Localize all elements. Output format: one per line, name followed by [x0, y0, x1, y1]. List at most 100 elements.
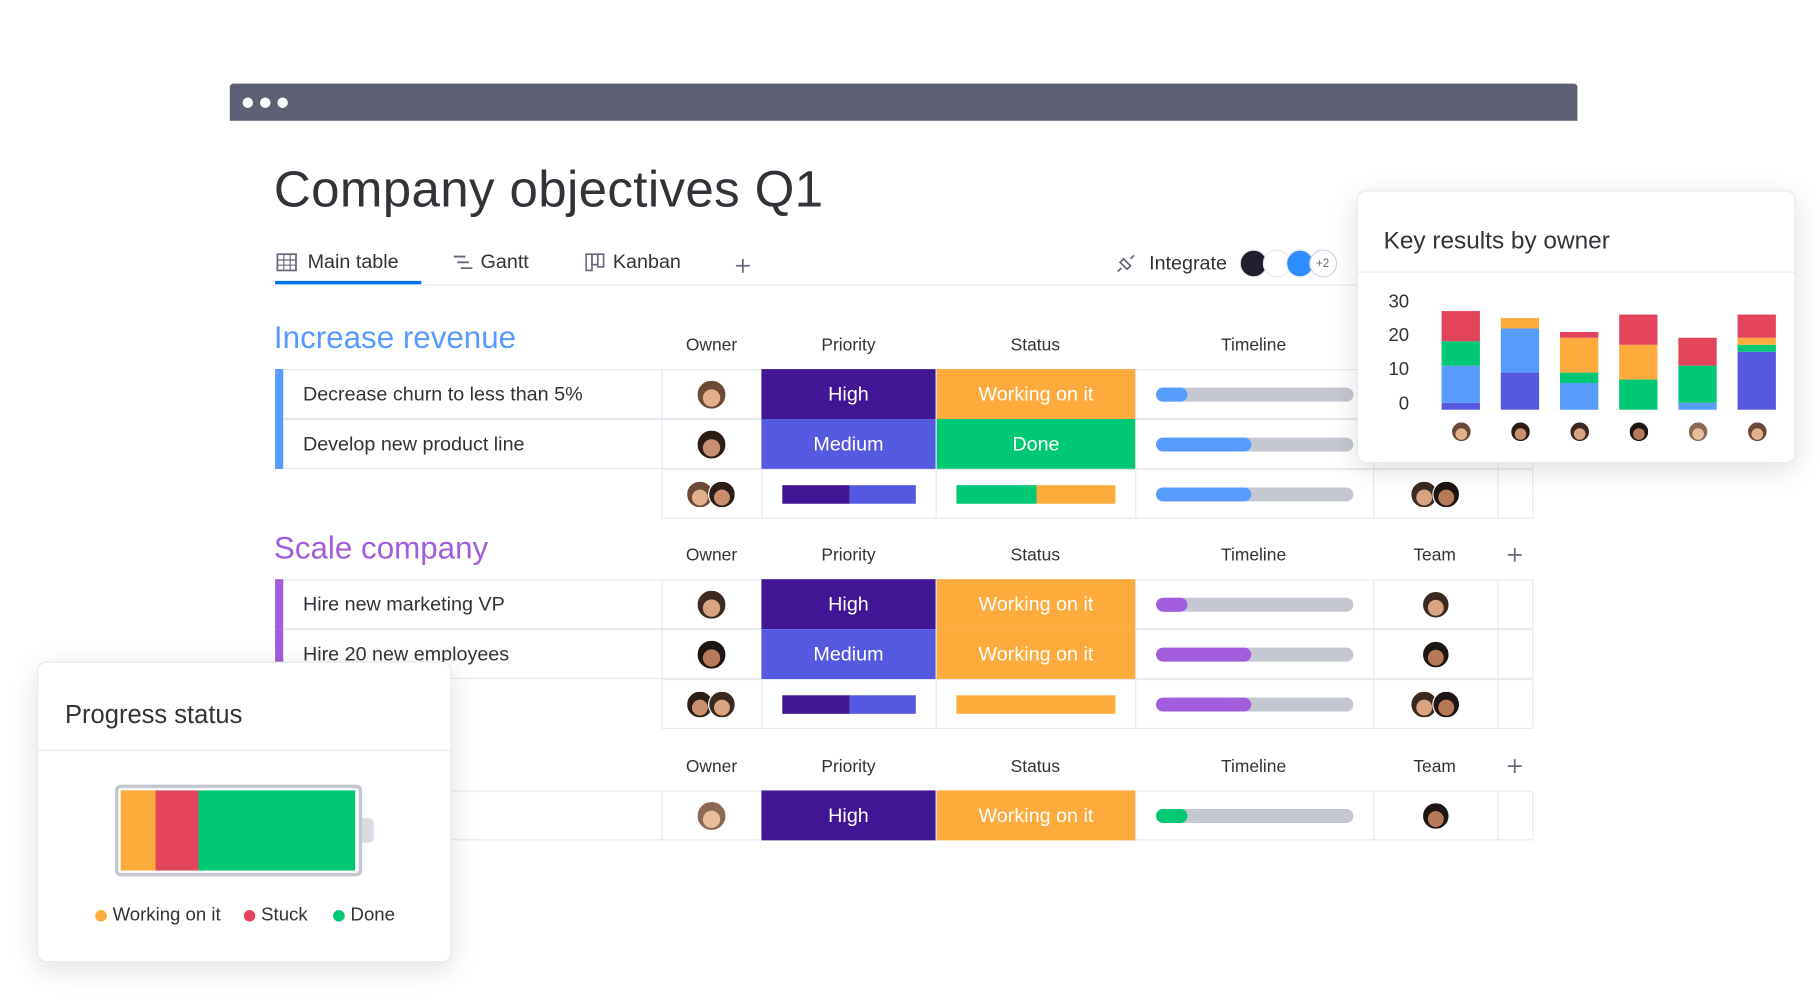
legend-dot [95, 909, 107, 922]
timeline-track [1156, 387, 1354, 402]
cell-divider [935, 629, 937, 680]
tab-underline [275, 280, 422, 285]
cell-divider [935, 679, 937, 729]
bar-segment [1559, 382, 1599, 410]
browser-bar [229, 83, 1578, 121]
priority-label: Medium [813, 432, 884, 455]
add-button[interactable] [735, 258, 751, 274]
cell-divider [1135, 468, 1137, 519]
timeline-bar [1156, 437, 1251, 451]
bar-segment [1678, 402, 1717, 410]
widget-divider [38, 749, 451, 751]
avatar [1450, 421, 1472, 443]
column-header: Status [1010, 544, 1061, 565]
bar-segment [1619, 314, 1658, 346]
timeline-bar [1156, 486, 1251, 501]
status-label: Working on it [978, 803, 1094, 826]
bar-segment [1678, 338, 1717, 366]
cell-divider [661, 579, 663, 630]
battery-tip [362, 818, 374, 843]
column-header: Priority [821, 334, 876, 355]
priority-cell: High [761, 579, 936, 630]
summary-segment [849, 484, 916, 504]
battery-segment [120, 790, 156, 871]
cell-divider [1497, 629, 1499, 680]
summary-segment [956, 484, 1036, 504]
cell-divider [935, 468, 937, 519]
column-header: Timeline [1220, 756, 1287, 776]
summary-segment [956, 694, 1116, 714]
cell-divider [1373, 629, 1375, 680]
avatar [696, 800, 727, 831]
add-button[interactable] [1507, 758, 1523, 774]
column-header: Team [1413, 544, 1456, 565]
tabs-divider [275, 284, 1361, 286]
integrate-icon [1115, 253, 1136, 274]
timeline-bar [1156, 697, 1251, 711]
cell-divider [1497, 679, 1499, 729]
timeline-track [1156, 597, 1354, 612]
group-title: Scale company [273, 530, 489, 566]
priority-label: Medium [813, 642, 884, 665]
column-header: Status [1010, 334, 1061, 355]
avatar [696, 428, 727, 460]
status-label: Working on it [978, 382, 1094, 405]
avatar [1627, 421, 1649, 443]
cell-divider [1135, 369, 1137, 420]
item-name: Decrease churn to less than 5% [302, 382, 583, 405]
bar-segment [1441, 365, 1480, 403]
status-label: Done [1012, 432, 1060, 455]
add-button[interactable] [1507, 547, 1523, 563]
y-tick-label: 20 [1388, 326, 1410, 347]
bar-segment [1678, 365, 1717, 403]
legend-dot [243, 909, 256, 922]
cell-divider [1135, 679, 1137, 729]
avatar [1421, 801, 1450, 830]
priority-label: High [828, 592, 869, 615]
bar-segment [1737, 351, 1776, 410]
timeline-bar [1156, 597, 1188, 612]
bar-segment [1737, 338, 1776, 346]
avatar [1432, 690, 1461, 718]
status-cell: Done [936, 419, 1136, 469]
bar-segment [1559, 372, 1599, 383]
avatar [696, 589, 727, 620]
tab[interactable]: Main table [307, 250, 399, 273]
tab[interactable]: Gantt [480, 250, 529, 273]
column-header: Owner [685, 544, 738, 565]
widget-divider [1358, 271, 1795, 273]
timeline-bar [1156, 808, 1188, 823]
cell-divider [935, 790, 937, 841]
tab[interactable]: Kanban [612, 250, 681, 273]
group-stripe [275, 419, 284, 469]
item-name: Develop new product line [302, 432, 525, 455]
avatar [696, 378, 727, 410]
cell-divider [1135, 790, 1137, 841]
bar-segment [1737, 345, 1776, 352]
group-stripe [275, 629, 284, 680]
timeline-bar [1156, 647, 1251, 662]
item-name: Hire 20 new employees [302, 642, 510, 665]
column-header: Timeline [1220, 334, 1287, 355]
timeline-bar [1156, 387, 1188, 402]
app-more-label: +2 [1316, 257, 1330, 271]
priority-label: High [828, 382, 869, 405]
y-tick-label: 30 [1388, 292, 1410, 312]
legend-dot [333, 909, 345, 922]
progress-widget: Progress status Working on it Stuck Done [37, 661, 452, 963]
summary-segment [782, 694, 850, 714]
cell-divider [935, 369, 937, 420]
battery-segment [155, 790, 199, 871]
status-label: Working on it [978, 592, 1094, 615]
integrate-label[interactable]: Integrate [1149, 251, 1227, 275]
app-more: +2 [1309, 249, 1338, 278]
priority-label: High [828, 803, 869, 826]
page-title: Company objectives Q1 [273, 161, 824, 219]
column-header: Priority [821, 544, 876, 565]
avatar [1509, 421, 1531, 443]
tab-icon [585, 253, 606, 272]
avatar [1568, 421, 1590, 443]
tab-icon [276, 253, 297, 272]
app-icon [1262, 249, 1291, 278]
